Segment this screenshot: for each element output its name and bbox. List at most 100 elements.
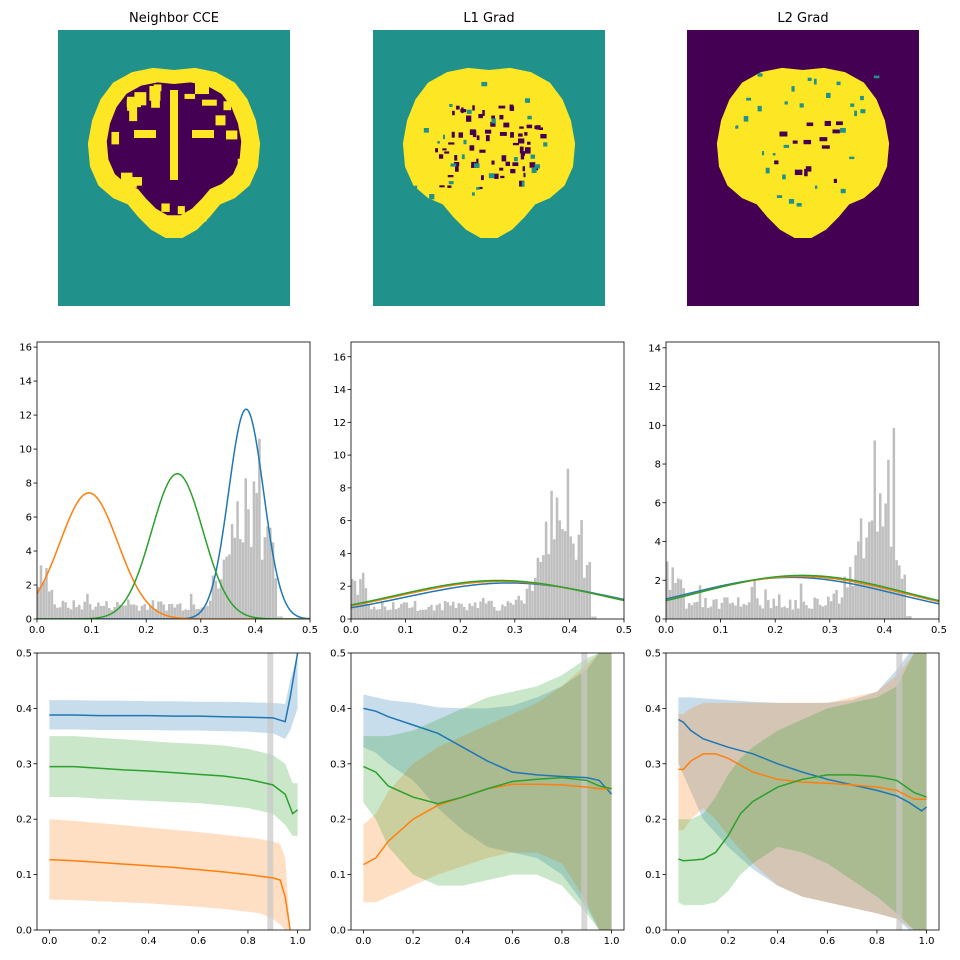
hist-bar <box>124 605 127 619</box>
voxel-patch <box>821 145 830 149</box>
x-tick-label: 0.4 <box>141 936 157 947</box>
voxel-patch <box>860 95 864 101</box>
gyrus-patch <box>177 206 185 215</box>
x-tick-label: 0.1 <box>398 625 414 636</box>
confidence-band <box>678 653 927 930</box>
voxel-patch <box>447 174 454 178</box>
hist-bar <box>468 603 471 619</box>
hist-bar <box>747 602 751 619</box>
hist-bar <box>146 609 149 619</box>
y-tick-label: 0.4 <box>330 704 346 715</box>
confidence-band <box>49 736 298 836</box>
hist-bar <box>887 459 890 619</box>
hist-bar <box>176 604 179 619</box>
x-tick-label: 1.0 <box>919 936 935 947</box>
hist-bar <box>837 603 841 619</box>
voxel-patch <box>479 149 486 153</box>
hist-bar <box>88 604 92 619</box>
hist-bar <box>813 597 816 619</box>
brain-region <box>402 67 576 239</box>
hist-bar <box>435 605 439 619</box>
hist-bar <box>83 601 86 619</box>
x-tick-label: 0.8 <box>240 936 256 947</box>
hist-bar <box>783 606 786 619</box>
voxel-patch <box>804 168 808 177</box>
voxel-patch <box>792 140 798 144</box>
voxel-patch <box>473 163 480 168</box>
voxel-patch <box>849 156 855 160</box>
hist-bar <box>39 565 43 619</box>
voxel-patch <box>454 155 458 161</box>
x-tick-label: 0.3 <box>193 625 209 636</box>
voxel-patch <box>444 151 450 154</box>
voxel-patch <box>527 141 531 145</box>
x-tick-label: 0.6 <box>190 936 206 947</box>
hist-bar <box>674 583 677 619</box>
y-tick-label: 6 <box>26 513 32 524</box>
hist-bar <box>501 604 504 619</box>
voxel-patch <box>850 103 855 107</box>
mean-line <box>49 765 299 815</box>
voxel-patch <box>534 125 538 130</box>
voxel-patch <box>501 155 507 162</box>
voxel-patch <box>499 167 504 171</box>
hist-bar <box>473 602 477 619</box>
y-tick-label: 0.0 <box>330 926 346 937</box>
axes-frame <box>350 341 625 620</box>
voxel-patch <box>779 131 788 137</box>
hist-bar <box>75 607 78 619</box>
y-tick-label: 2 <box>340 582 346 593</box>
hist-bar <box>50 589 54 619</box>
hist-bar <box>236 501 239 619</box>
voxel-patch <box>519 126 524 129</box>
hist-bar <box>454 608 458 619</box>
hist-bar <box>397 607 400 619</box>
y-tick-label: 0.1 <box>330 870 346 881</box>
hist-bar <box>189 593 193 619</box>
fit-curve <box>666 574 939 602</box>
voxel-patch <box>476 135 480 141</box>
hist-bar <box>892 427 896 619</box>
gyrus-patch <box>111 131 120 145</box>
hist-bar <box>165 610 168 619</box>
hist-bar <box>260 559 264 619</box>
hist-bar <box>777 594 781 619</box>
voxel-patch <box>788 199 795 204</box>
hist-bar <box>791 609 795 619</box>
fit-curve <box>351 579 624 606</box>
y-tick-label: 0.5 <box>645 649 661 660</box>
hist-bar <box>840 597 844 619</box>
hist-bar <box>419 609 422 619</box>
y-tick-label: 10 <box>19 445 32 456</box>
hist-bar <box>698 585 702 619</box>
mean-line <box>49 653 299 723</box>
hist-bar <box>889 546 893 619</box>
voxel-patch <box>472 105 475 111</box>
x-tick-label: 0.6 <box>819 936 835 947</box>
voxel-patch <box>513 157 518 162</box>
voxel-patch <box>463 139 467 145</box>
voxel-patch <box>448 181 454 185</box>
voxel-patch <box>746 97 752 101</box>
hist-bar <box>359 579 362 619</box>
hist-bar <box>94 606 97 619</box>
hist-bar <box>127 599 130 619</box>
hist-bar <box>67 607 70 619</box>
hist-bar <box>484 603 488 619</box>
voxel-patch <box>471 192 475 196</box>
voxel-patch <box>461 154 465 160</box>
hist-bar <box>255 493 258 619</box>
plot-area <box>363 653 613 930</box>
hist-bar <box>569 536 572 619</box>
confidence-band <box>363 653 612 930</box>
voxel-patch <box>836 121 843 126</box>
hist-bar <box>572 543 575 619</box>
y-tick-label: 0.1 <box>645 870 661 881</box>
y-tick-label: 16 <box>19 343 32 354</box>
voxel-patch <box>519 146 524 154</box>
hist-bar <box>258 438 261 619</box>
hist-bar <box>832 593 836 619</box>
voxel-patch <box>540 133 547 139</box>
x-tick-label: 0.4 <box>247 625 263 636</box>
hist-bar <box>712 599 715 619</box>
